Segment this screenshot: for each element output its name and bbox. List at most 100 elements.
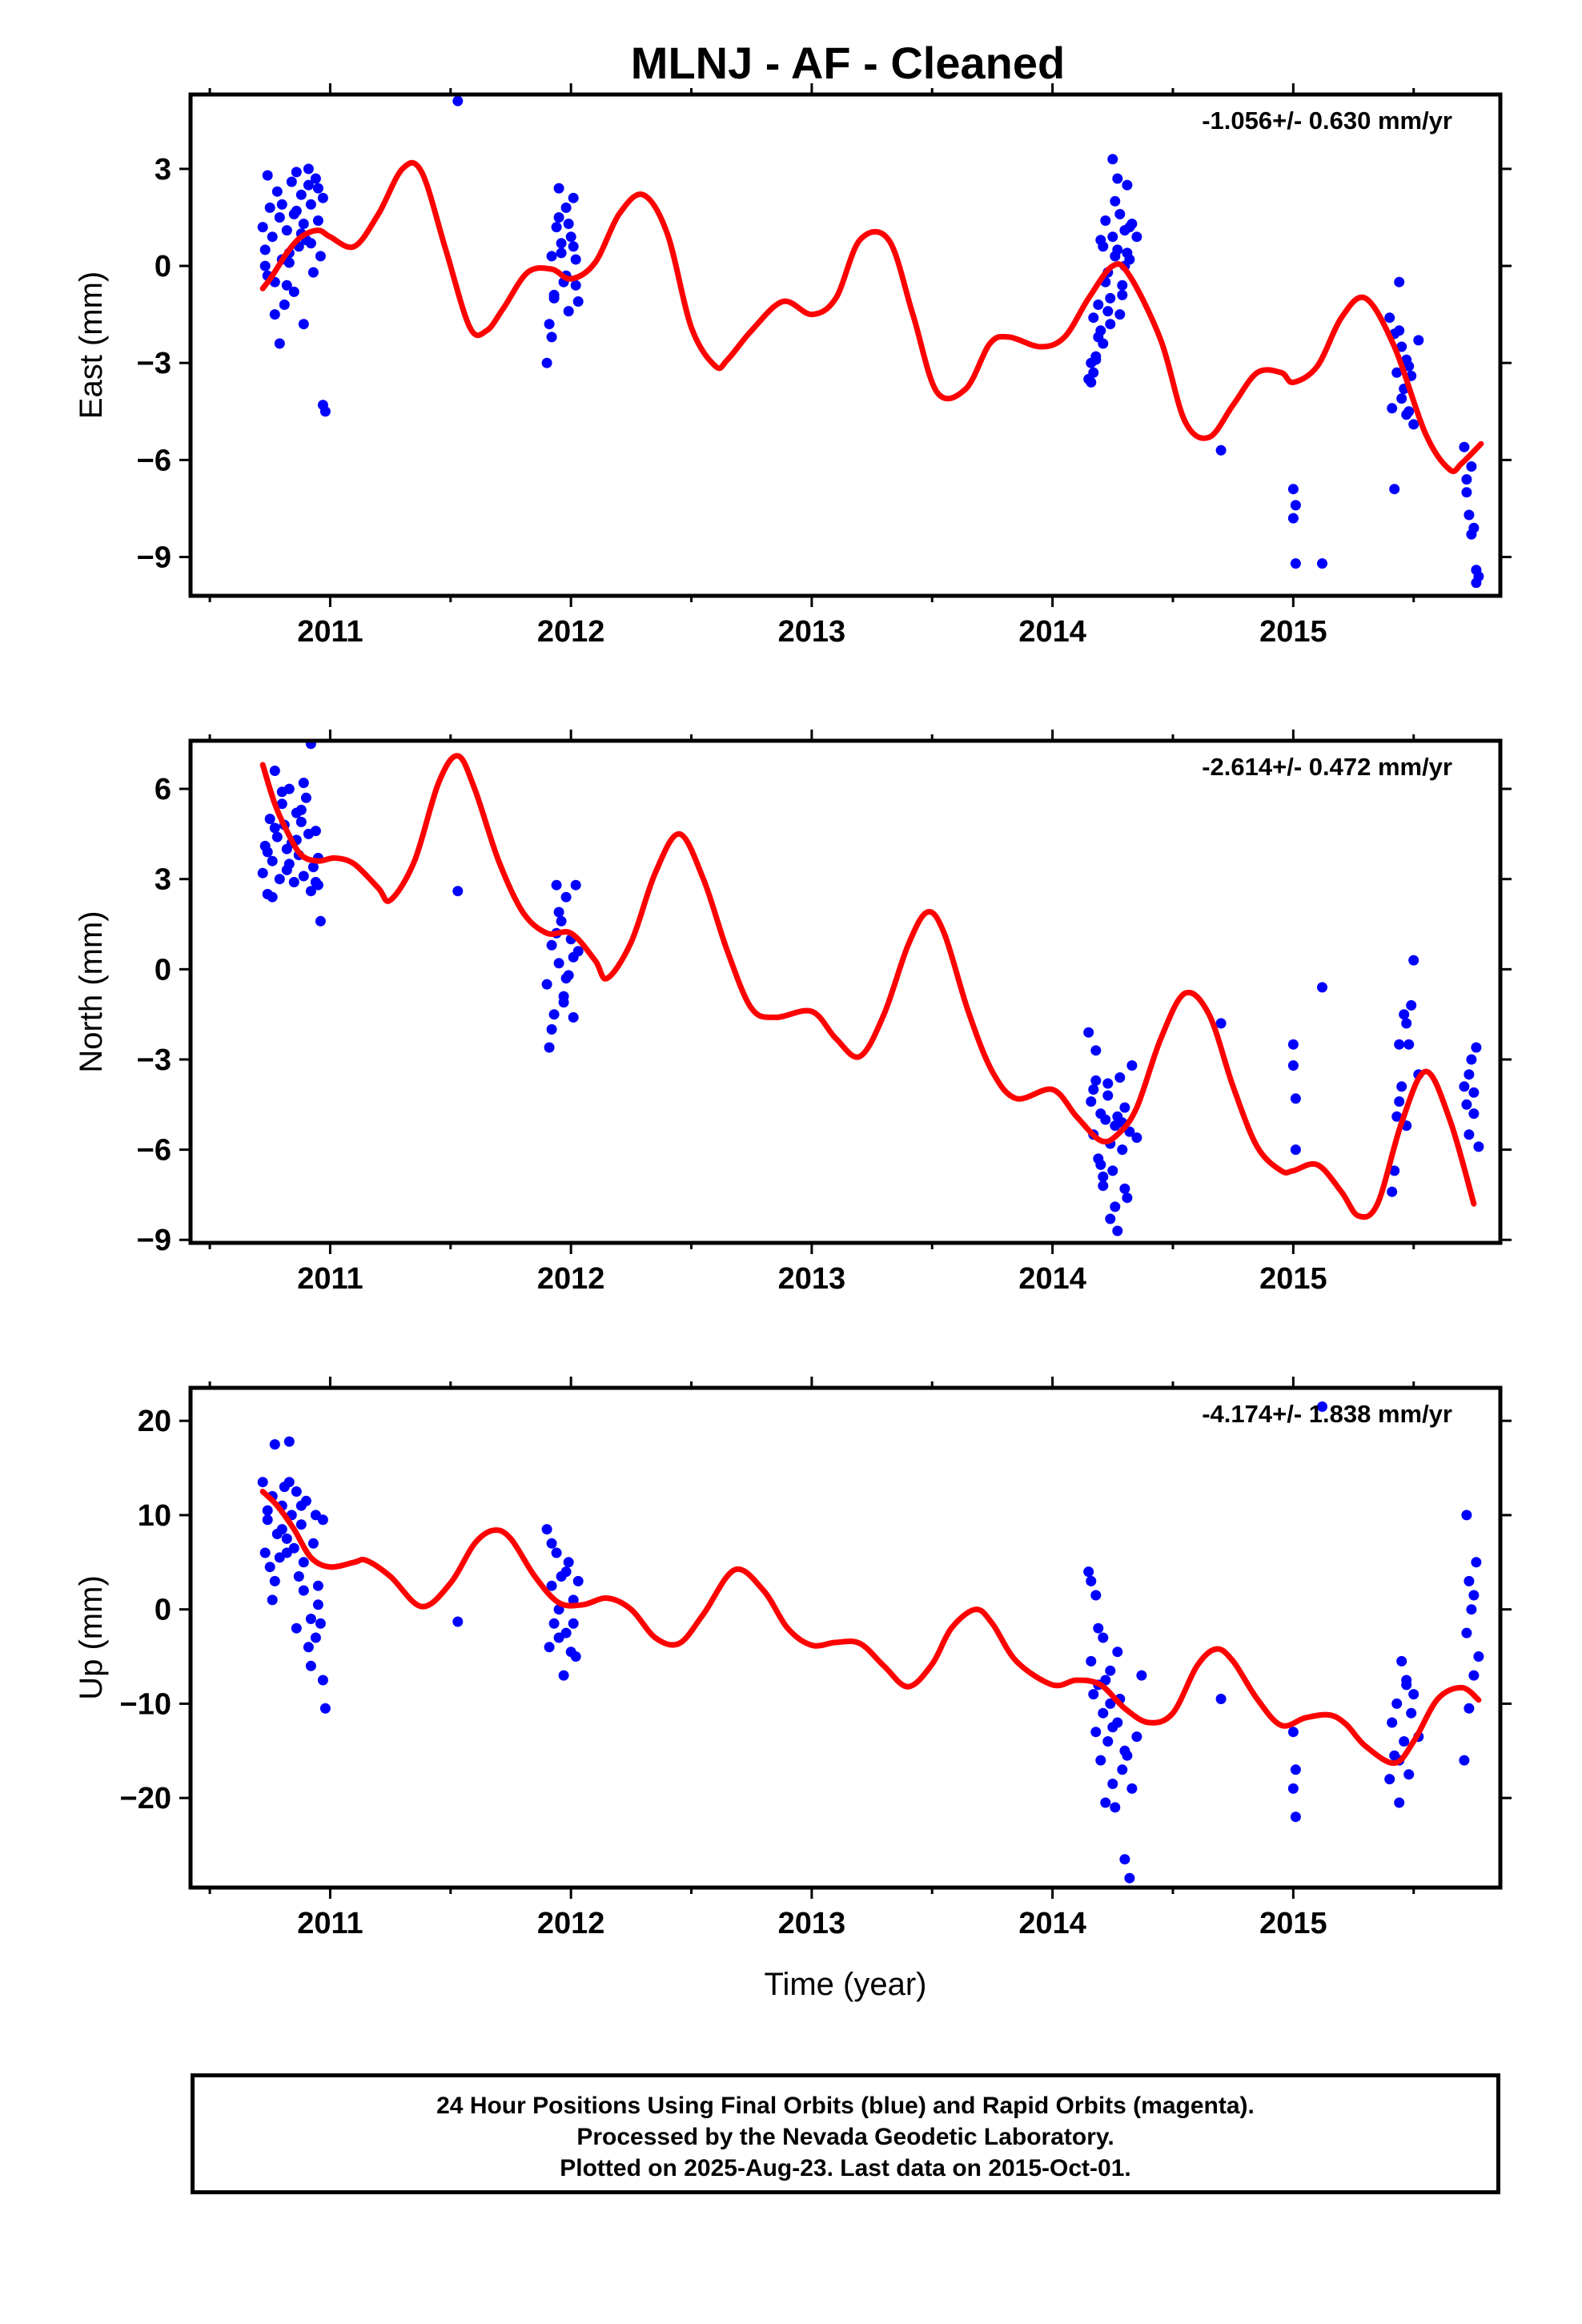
up-data-point (317, 1675, 328, 1686)
north-panel: 2011 2012 2013 2014 2015 −9 −6 −3 0 3 6 North (mm) -… (74, 730, 1512, 1296)
north-data-point (274, 874, 285, 885)
north-data-point (1090, 1045, 1102, 1056)
east-data-point (274, 212, 285, 223)
up-data-point (1317, 1401, 1327, 1412)
east-data-point (551, 222, 562, 233)
north-data-point (1086, 1096, 1097, 1107)
up-data-point (1112, 1647, 1123, 1658)
east-data-point (1112, 173, 1123, 184)
east-data-point (548, 292, 560, 304)
up-data-point (551, 1547, 562, 1558)
up-y-tick-label: 20 (138, 1405, 171, 1438)
east-data-point (257, 222, 268, 233)
footer-line-1: 24 Hour Positions Using Final Orbits (bl… (436, 2093, 1255, 2119)
up-data-point (546, 1538, 557, 1549)
up-data-point (295, 1519, 307, 1530)
up-data-point (281, 1547, 292, 1558)
east-data-point (1466, 529, 1477, 540)
east-data-point (267, 231, 278, 243)
east-data-point (271, 186, 283, 197)
up-data-point (315, 1618, 326, 1629)
north-data-point (558, 997, 569, 1008)
east-data-point (1114, 309, 1126, 320)
east-data-point (1122, 247, 1133, 259)
up-data-point (1384, 1774, 1395, 1785)
up-data-point (1086, 1575, 1097, 1586)
up-data-point (291, 1486, 302, 1497)
north-data-point (1100, 1114, 1111, 1125)
north-data-point (310, 826, 321, 837)
up-data-point (291, 1622, 302, 1634)
north-data-point (1215, 1018, 1227, 1029)
up-data-point (283, 1477, 295, 1488)
up-data-point (312, 1580, 323, 1591)
north-data-point (1112, 1225, 1123, 1236)
east-data-point (279, 300, 290, 310)
up-data-point (269, 1439, 280, 1450)
east-data-point (1403, 360, 1415, 372)
north-data-point (546, 939, 557, 951)
up-data-point (558, 1670, 569, 1681)
east-y-tick-label: −9 (137, 541, 171, 575)
up-data-point (1215, 1694, 1227, 1704)
up-data-point (568, 1618, 579, 1629)
north-y-tick-label: −3 (137, 1043, 171, 1077)
east-data-point (1461, 487, 1472, 498)
north-data-point (560, 891, 572, 903)
east-data-point (546, 251, 557, 262)
east-data-point (1086, 376, 1097, 388)
up-data-point (1290, 1811, 1301, 1823)
north-data-point (570, 879, 581, 891)
east-data-point (568, 241, 579, 252)
north-data-point (276, 786, 287, 798)
east-data-point (1287, 484, 1299, 495)
east-data-point (1459, 441, 1470, 452)
north-x-tick-label: 2013 (778, 1262, 846, 1296)
north-x-tick-label: 2015 (1259, 1262, 1327, 1296)
up-data-point (1083, 1566, 1094, 1578)
up-y-tick-label: −20 (120, 1782, 171, 1815)
up-data-point (541, 1524, 552, 1535)
chart-title: MLNJ - AF - Cleaned (630, 38, 1066, 88)
east-frame (188, 92, 1503, 598)
east-data-point (1107, 154, 1118, 165)
north-data-point (269, 822, 280, 834)
east-data-point (541, 357, 552, 368)
footer-line-2: Processed by the Nevada Geodetic Laborat… (576, 2124, 1114, 2150)
east-data-point (563, 219, 574, 229)
up-data-point (276, 1524, 287, 1535)
east-data-point (570, 254, 581, 265)
up-data-point (1098, 1632, 1109, 1643)
north-data-point (1102, 1078, 1114, 1089)
up-data-point (572, 1575, 584, 1586)
north-y-tick-label: −6 (137, 1134, 171, 1168)
east-data-point (274, 338, 285, 349)
up-data-point (1088, 1689, 1099, 1700)
east-data-point (1384, 312, 1395, 324)
north-data-point (1464, 1069, 1475, 1080)
north-data-point (1117, 1144, 1128, 1156)
up-data-point (1464, 1575, 1475, 1586)
up-x-tick-label: 2011 (297, 1907, 363, 1940)
east-data-point (288, 286, 299, 297)
up-y-tick-label: −10 (120, 1687, 171, 1721)
east-data-point (1131, 231, 1142, 243)
up-data-point (1100, 1797, 1111, 1808)
east-data-point (276, 199, 287, 210)
north-data-point (1466, 1054, 1477, 1065)
up-data-point (1464, 1703, 1475, 1714)
north-data-point (1290, 1093, 1301, 1104)
north-x-tick-label: 2011 (297, 1262, 363, 1296)
north-data-point (269, 766, 280, 776)
up-data-point (1107, 1722, 1118, 1733)
north-data-point (307, 862, 319, 873)
east-data (257, 95, 1484, 589)
east-data-point (570, 279, 581, 291)
east-data-point (568, 192, 579, 203)
up-y-tick-label: 0 (155, 1594, 171, 1627)
up-data-point (1461, 1627, 1472, 1638)
north-data-point (262, 846, 273, 858)
north-data-point (1287, 1039, 1299, 1050)
north-data-point (1391, 1111, 1403, 1122)
up-data-point (1100, 1675, 1111, 1686)
